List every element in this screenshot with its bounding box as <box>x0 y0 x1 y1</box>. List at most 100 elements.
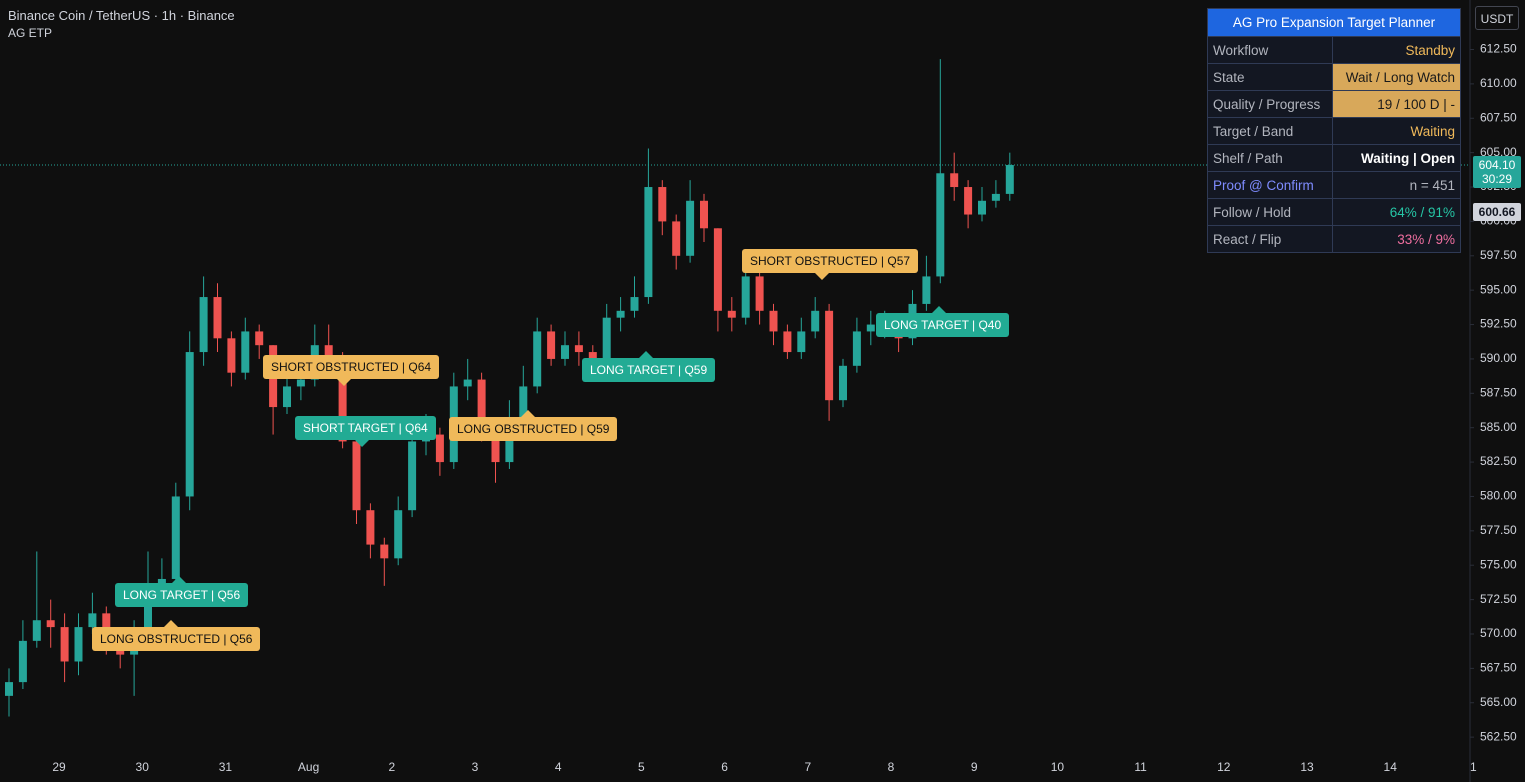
candle-body <box>380 544 389 559</box>
candle-body <box>658 187 667 222</box>
x-tick-label: 30 <box>136 760 150 774</box>
candle-body <box>964 187 973 215</box>
candle-body <box>700 200 708 229</box>
last-price-tag: 604.10 30:29 <box>1473 156 1521 189</box>
candle-body <box>533 331 542 387</box>
signal-label: LONG OBSTRUCTED | Q56 <box>92 620 261 651</box>
planner-value: 64% / 91% <box>1332 198 1461 226</box>
candle-body <box>491 427 500 463</box>
candle-body <box>5 682 13 696</box>
x-tick-label: 3 <box>472 760 479 774</box>
y-tick-label: 587.50 <box>1480 385 1517 399</box>
last-price-label: 604.10 <box>1478 158 1516 173</box>
signal-label: SHORT OBSTRUCTED | Q57 <box>742 249 919 280</box>
candle-body <box>783 331 792 353</box>
candle-body <box>769 310 778 332</box>
candle-body <box>713 228 722 311</box>
candle-body <box>839 365 847 401</box>
signal-label: SHORT TARGET | Q64 <box>295 416 436 447</box>
x-tick-label: 2 <box>388 760 395 774</box>
candle-body <box>255 331 264 346</box>
planner-row: Follow / Hold 64% / 91% <box>1207 198 1461 226</box>
x-tick-label: Aug <box>298 760 319 774</box>
planner-label: Proof @ Confirm <box>1207 171 1333 199</box>
x-tick-label: 13 <box>1300 760 1314 774</box>
planner-value: 33% / 9% <box>1332 225 1461 253</box>
currency-button[interactable]: USDT <box>1475 6 1519 30</box>
x-tick-label: 4 <box>555 760 562 774</box>
x-tick-label: 31 <box>219 760 233 774</box>
candle-body <box>46 620 55 628</box>
candle-body <box>394 510 403 559</box>
candle-body <box>727 310 736 318</box>
y-tick-label: 612.50 <box>1480 42 1517 56</box>
marker-price-tag: 600.66 <box>1473 203 1521 222</box>
y-tick-label: 567.50 <box>1480 661 1517 675</box>
candle-body <box>922 276 931 304</box>
planner-label: Quality / Progress <box>1207 90 1333 118</box>
candle-body <box>630 297 639 311</box>
candle-body <box>672 221 681 256</box>
candle-body <box>811 310 820 332</box>
countdown: 30:29 <box>1481 172 1513 187</box>
candle-body <box>60 627 69 662</box>
candle-body <box>852 331 861 366</box>
candle-body <box>408 441 417 511</box>
candle-body <box>213 297 222 339</box>
x-tick-label: 14 <box>1384 760 1398 774</box>
planner-row: Shelf / Path Waiting | Open <box>1207 144 1461 172</box>
x-tick-label: 29 <box>52 760 66 774</box>
signal-label: LONG TARGET | Q56 <box>115 576 249 607</box>
planner-row: Proof @ Confirm n = 451 <box>1207 171 1461 199</box>
y-tick-label: 585.00 <box>1480 420 1517 434</box>
candle-body <box>324 345 333 359</box>
signal-label: LONG TARGET | Q59 <box>582 351 716 382</box>
candle-body <box>866 324 875 332</box>
y-tick-label: 597.50 <box>1480 248 1517 262</box>
candle-body <box>991 193 1000 201</box>
planner-row: Quality / Progress 19 / 100 D | - <box>1207 90 1461 118</box>
signal-label: LONG OBSTRUCTED | Q59 <box>449 410 618 441</box>
x-tick-label: 8 <box>888 760 895 774</box>
y-tick-label: 577.50 <box>1480 523 1517 537</box>
candle-body <box>936 173 945 277</box>
x-tick-label: 6 <box>721 760 728 774</box>
planner-value: Waiting | Open <box>1332 144 1461 172</box>
planner-label: React / Flip <box>1207 225 1333 253</box>
planner-label: Workflow <box>1207 36 1333 64</box>
y-tick-label: 610.00 <box>1480 76 1517 90</box>
candle-body <box>574 345 583 353</box>
candle-body <box>144 585 152 641</box>
planner-row: State Wait / Long Watch <box>1207 63 1461 91</box>
planner-label: Target / Band <box>1207 117 1333 145</box>
chart-title: Binance Coin / TetherUS · 1h · Binance <box>8 8 235 23</box>
x-tick-label: 10 <box>1051 760 1065 774</box>
signal-label: LONG TARGET | Q40 <box>876 306 1010 337</box>
x-tick-label: 12 <box>1217 760 1231 774</box>
planner-label: Shelf / Path <box>1207 144 1333 172</box>
candle-body <box>338 358 347 442</box>
candle-body <box>477 379 486 428</box>
candle-body <box>74 627 83 662</box>
planner-value: 19 / 100 D | - <box>1332 90 1461 118</box>
y-tick-label: 590.00 <box>1480 351 1517 365</box>
candle-body <box>602 317 611 366</box>
candle-body <box>950 173 959 188</box>
candle-body <box>32 620 41 641</box>
candle-body <box>88 613 97 628</box>
candle-body <box>755 276 764 311</box>
planner-value: Standby <box>1332 36 1461 64</box>
y-tick-label: 592.50 <box>1480 317 1517 331</box>
x-tick-label: 7 <box>804 760 811 774</box>
candle-body <box>797 331 806 353</box>
candle-body <box>644 187 653 298</box>
candle-body <box>519 386 528 421</box>
y-tick-label: 582.50 <box>1480 454 1517 468</box>
planner-row: React / Flip 33% / 9% <box>1207 225 1461 253</box>
planner-value: n = 451 <box>1332 171 1461 199</box>
y-tick-label: 605.00 <box>1480 145 1517 159</box>
candle-body <box>296 379 305 387</box>
candle-body <box>352 441 361 511</box>
candle-body <box>227 338 236 373</box>
